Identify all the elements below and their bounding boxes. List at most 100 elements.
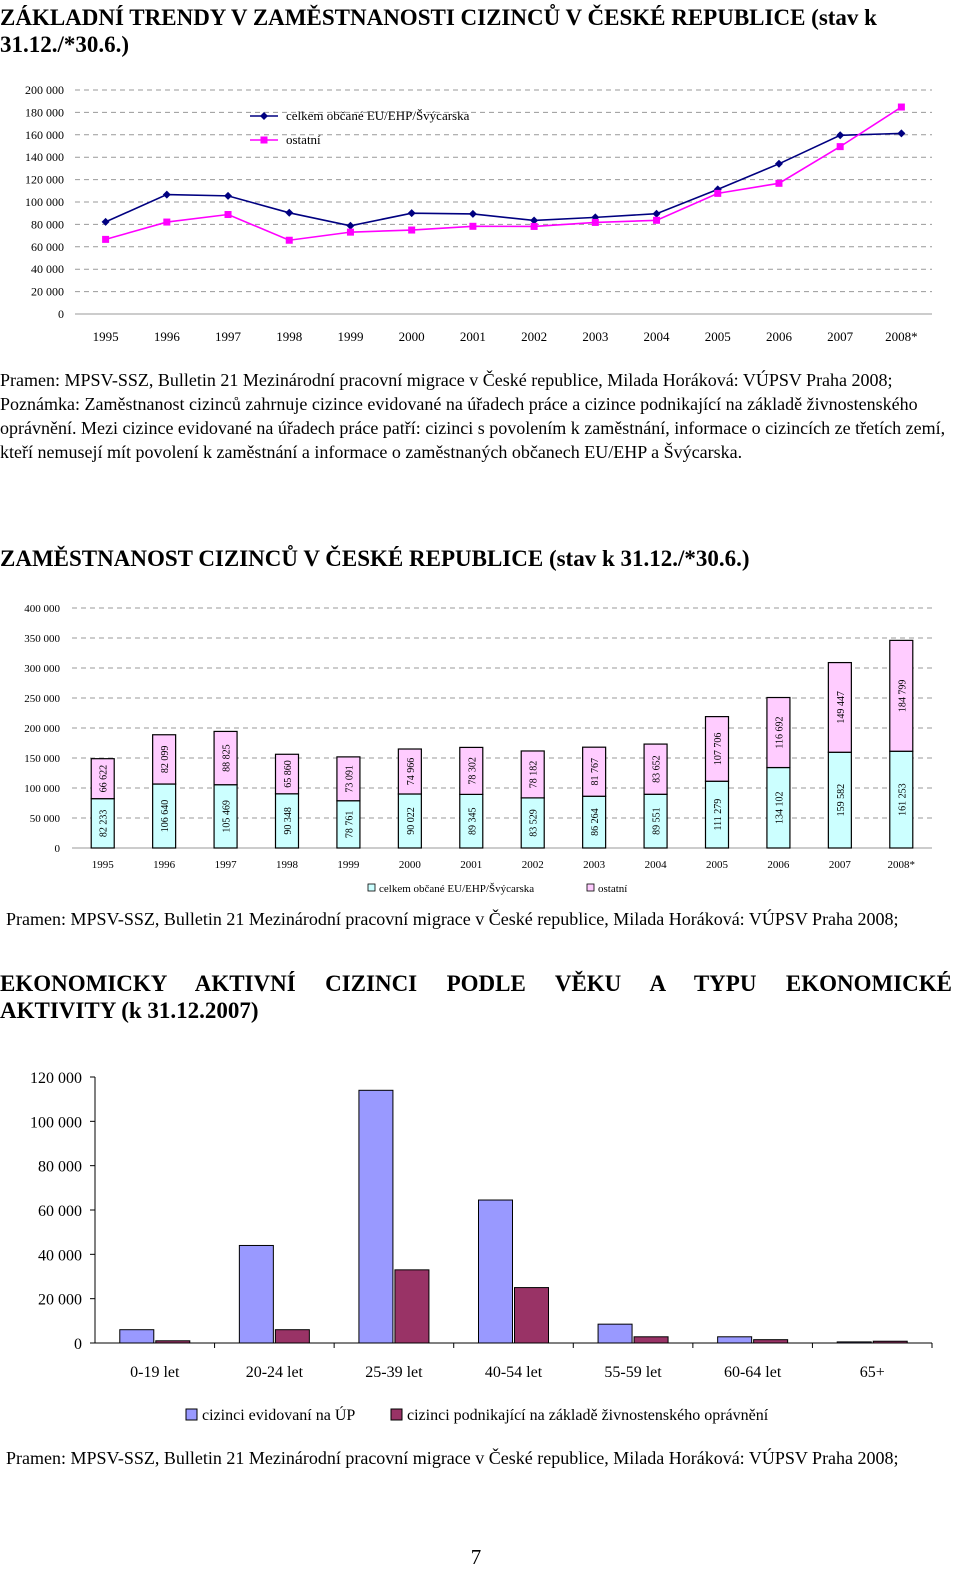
x-tick-label: 1997 bbox=[215, 329, 242, 344]
bar-value-label: 78 302 bbox=[467, 757, 478, 785]
x-tick-label: 65+ bbox=[860, 1364, 885, 1381]
y-tick-label: 250 000 bbox=[24, 693, 60, 705]
bar-value-label: 89 345 bbox=[467, 807, 478, 835]
data-point-marker bbox=[836, 131, 845, 140]
data-point-marker bbox=[285, 236, 293, 244]
data-point-marker bbox=[408, 226, 416, 234]
bar-value-label: 159 582 bbox=[836, 784, 847, 817]
data-point-marker bbox=[224, 191, 233, 200]
x-tick-label: 2008* bbox=[885, 329, 918, 344]
bar-segment bbox=[643, 743, 668, 795]
y-tick-label: 60 000 bbox=[38, 1203, 82, 1220]
bar-value-label: 83 652 bbox=[652, 755, 663, 783]
bar-chart-age-activity: 0 20 000 40 000 60 000 80 000 100 000 120 000 0… bbox=[30, 1070, 933, 1424]
note-text: Poznámka: Zaměstnanost cizinců zahrnuje … bbox=[0, 392, 950, 464]
y-tick-label: 0 bbox=[58, 307, 64, 321]
x-tick-label: 1999 bbox=[337, 329, 363, 344]
legend-label: cizinci podnikající na základě živnosten… bbox=[407, 1407, 769, 1424]
x-tick-label: 1999 bbox=[337, 859, 360, 871]
source-text: Pramen: MPSV-SSZ, Bulletin 21 Mezinárodn… bbox=[0, 370, 893, 390]
y-tick-label: 140 000 bbox=[25, 150, 64, 164]
legend-swatch bbox=[367, 883, 376, 892]
y-tick-label: 150 000 bbox=[24, 753, 60, 765]
bar-value-label: 78 182 bbox=[529, 761, 540, 789]
x-tick-label: 2004 bbox=[645, 859, 668, 871]
bar-value-label: 88 825 bbox=[222, 744, 233, 772]
bar-value-label: 149 447 bbox=[836, 691, 847, 724]
y-tick-label: 100 000 bbox=[30, 1114, 82, 1131]
y-tick-label: 300 000 bbox=[24, 663, 60, 675]
bar-value-label: 83 529 bbox=[529, 809, 540, 837]
x-tick-label: 2001 bbox=[460, 859, 482, 871]
bar-segment bbox=[397, 748, 422, 795]
heading-employment: ZAMĚSTNANOST CIZINCŮ V ČESKÉ REPUBLICE (… bbox=[0, 546, 750, 571]
x-tick-label: 2006 bbox=[767, 859, 790, 871]
x-tick-label: 2007 bbox=[829, 859, 852, 871]
data-point-marker bbox=[346, 221, 355, 230]
bar-value-label: 81 767 bbox=[590, 758, 601, 786]
legend-label: ostatní bbox=[286, 132, 321, 147]
x-tick-label: 60-64 let bbox=[724, 1364, 782, 1381]
bar bbox=[872, 1340, 908, 1344]
x-tick-label: 2005 bbox=[706, 859, 729, 871]
y-tick-label: 100 000 bbox=[25, 195, 64, 209]
legend-label: celkem občané EU/EHP/Švýcarska bbox=[379, 883, 534, 895]
y-tick-label: 40 000 bbox=[31, 262, 64, 276]
bar-segment bbox=[274, 753, 300, 795]
y-tick-label: 80 000 bbox=[38, 1159, 82, 1176]
line-chart-employment-trends: 0 20 000 40 000 60 000 80 000 100 000 120 000 1… bbox=[25, 83, 932, 344]
x-tick-label: 2003 bbox=[582, 329, 608, 344]
x-tick-label: 1995 bbox=[93, 329, 119, 344]
bar bbox=[753, 1339, 789, 1344]
bar-value-label: 107 706 bbox=[713, 733, 724, 766]
bar bbox=[633, 1336, 669, 1344]
data-point-marker bbox=[101, 217, 110, 226]
y-tick-label: 0 bbox=[74, 1336, 82, 1353]
x-tick-label: 2006 bbox=[766, 329, 793, 344]
data-point-marker bbox=[774, 159, 783, 168]
x-tick-label: 55-59 let bbox=[604, 1364, 662, 1381]
data-point-marker bbox=[775, 179, 783, 187]
y-tick-label: 350 000 bbox=[24, 633, 60, 645]
y-tick-label: 40 000 bbox=[38, 1247, 82, 1264]
x-tick-label: 2002 bbox=[521, 329, 547, 344]
bar-value-label: 106 640 bbox=[160, 800, 171, 833]
bar-value-label: 82 233 bbox=[99, 810, 110, 838]
bar-value-label: 184 799 bbox=[897, 680, 908, 713]
bar-segment bbox=[704, 716, 730, 782]
data-point-marker bbox=[653, 216, 661, 224]
x-tick-label: 1997 bbox=[215, 859, 238, 871]
legend-swatch bbox=[185, 1408, 198, 1421]
x-tick-label: 20-24 let bbox=[246, 1364, 304, 1381]
bar-segment bbox=[582, 746, 607, 797]
bar-segment bbox=[213, 730, 238, 786]
legend-label: celkem občané EU/EHP/Švýcarska bbox=[286, 108, 470, 123]
bar-value-label: 74 966 bbox=[406, 758, 417, 786]
data-point-marker bbox=[162, 190, 171, 199]
data-point-marker bbox=[346, 228, 354, 236]
legend-marker bbox=[260, 136, 268, 144]
bar-value-label: 90 022 bbox=[406, 807, 417, 835]
bar-segment bbox=[827, 661, 852, 753]
data-point-marker bbox=[836, 143, 844, 151]
y-tick-label: 80 000 bbox=[31, 217, 64, 231]
data-point-marker bbox=[102, 235, 110, 243]
x-tick-label: 0-19 let bbox=[130, 1364, 180, 1381]
x-tick-label: 2000 bbox=[399, 329, 425, 344]
bar-segment bbox=[336, 756, 361, 802]
bar-segment bbox=[889, 639, 914, 752]
bar-value-label: 111 279 bbox=[713, 799, 724, 831]
bar bbox=[478, 1199, 513, 1344]
bar-value-label: 134 102 bbox=[774, 792, 785, 825]
data-point-marker bbox=[224, 211, 232, 219]
x-tick-label: 25-39 let bbox=[365, 1364, 423, 1381]
y-tick-label: 60 000 bbox=[31, 240, 64, 254]
y-tick-label: 20 000 bbox=[31, 285, 64, 299]
bar-value-label: 78 761 bbox=[344, 811, 355, 839]
data-point-marker bbox=[897, 129, 906, 138]
y-tick-label: 180 000 bbox=[25, 105, 64, 119]
x-tick-label: 1996 bbox=[153, 859, 176, 871]
note-text-part-b: Mezi cizince evidované na úřadech práce … bbox=[0, 418, 946, 462]
y-tick-label: 20 000 bbox=[38, 1292, 82, 1309]
bar bbox=[238, 1244, 274, 1344]
